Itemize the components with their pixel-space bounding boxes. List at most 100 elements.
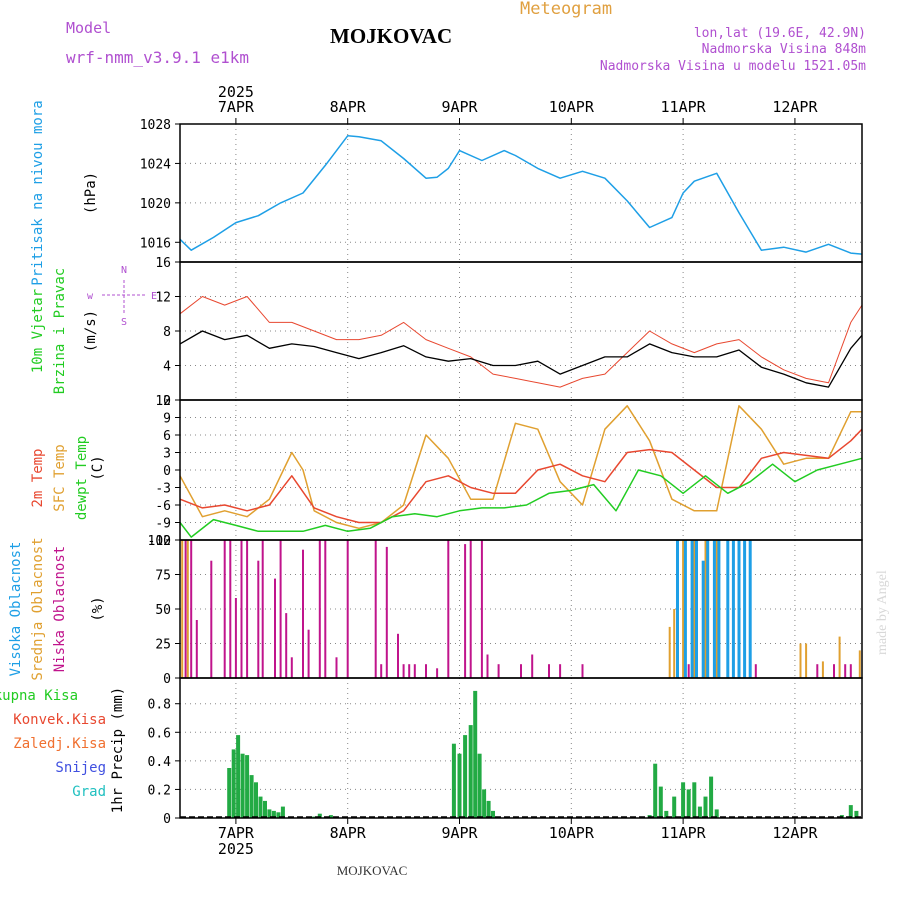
day-label-top: 12APR	[772, 98, 818, 116]
high-cloud-bar	[743, 540, 746, 678]
low-cloud-bar	[190, 540, 192, 678]
low-cloud-bar	[257, 561, 259, 678]
wind-speed-line	[180, 331, 862, 387]
low-cloud-bar	[274, 579, 276, 678]
y-tick-label: 0.4	[148, 755, 172, 770]
year-label-top: 2025	[218, 83, 254, 101]
year-label-bottom: 2025	[218, 840, 254, 858]
precip-bar	[849, 805, 853, 818]
lonlat-label: lon,lat (19.6E, 42.9N)	[694, 26, 866, 41]
y-tick-label: 8	[163, 325, 171, 340]
y-tick-label: 4	[163, 360, 171, 375]
y-tick-label: 12	[155, 291, 171, 306]
low-cloud-bar	[408, 664, 410, 678]
watermark: made by Angel	[875, 570, 890, 655]
y-tick-label: 6	[163, 429, 171, 444]
high-cloud-bar	[732, 540, 735, 678]
mid-cloud-bar	[805, 644, 807, 679]
y-tick-label: 25	[155, 638, 171, 653]
precip-bar	[681, 782, 685, 818]
precip-legend-freezing: Zaledj.Kisa	[13, 736, 106, 752]
precip-bar	[482, 789, 486, 818]
mid-cloud-bar	[800, 644, 802, 679]
pressure-axis-title: Pritisak na nivou mora	[30, 100, 46, 285]
elevation-label: Nadmorska Visina 848m	[702, 42, 867, 57]
y-tick-label: -9	[155, 517, 171, 532]
elevation-model-label: Nadmorska Visina u modelu 1521.05m	[600, 59, 866, 74]
mid-cloud-bar	[822, 661, 824, 678]
day-label-top: 11APR	[661, 98, 707, 116]
precip-bar	[458, 754, 462, 818]
low-cloud-bar	[844, 664, 846, 678]
precip-bar	[452, 744, 456, 818]
mid-cloud-bar	[181, 540, 183, 678]
precip-bar	[227, 768, 231, 818]
low-cloud-bar	[559, 664, 561, 678]
low-cloud-bar	[447, 540, 449, 678]
cloud-axis-title: Visoka Oblacnost	[8, 542, 24, 677]
meteogram-title: Meteogram	[520, 0, 612, 19]
precip-panel-frame	[180, 678, 862, 818]
low-cloud-bar	[336, 657, 338, 678]
day-label-bottom: 12APR	[772, 824, 818, 842]
model-name: wrf-nmm_v3.9.1 e1km	[66, 48, 249, 67]
precip-bar	[704, 797, 708, 818]
high-cloud-bar	[676, 540, 679, 678]
low-cloud-bar	[414, 664, 416, 678]
high-cloud-bar	[691, 540, 694, 678]
mid-cloud-bar	[673, 609, 675, 678]
low-cloud-bar	[850, 664, 852, 678]
low-cloud-bar	[481, 540, 483, 678]
temp-axis-unit: (C)	[90, 455, 106, 480]
low-cloud-bar	[520, 664, 522, 678]
compass-south: S	[121, 317, 127, 328]
y-tick-label: -6	[155, 499, 171, 514]
low-cloud-bar	[403, 664, 405, 678]
high-cloud-bar	[713, 540, 716, 678]
low-cloud-bar	[324, 540, 326, 678]
high-cloud-bar	[726, 540, 729, 678]
y-tick-label: 1020	[140, 197, 171, 212]
cloud-axis-unit: (%)	[90, 596, 106, 621]
sfc-temp-line	[180, 406, 862, 529]
day-label-bottom: 11APR	[661, 824, 707, 842]
low-cloud-bar	[582, 664, 584, 678]
y-tick-label: 0	[163, 812, 171, 827]
day-label-bottom: 8APR	[330, 824, 367, 842]
high-cloud-bar	[684, 540, 687, 678]
low-cloud-bar	[224, 540, 226, 678]
low-cloud-bar	[470, 540, 472, 678]
meteogram: Model wrf-nmm_v3.9.1 e1km MOJKOVAC Meteo…	[0, 0, 900, 900]
precip-bar	[254, 782, 258, 818]
y-tick-label: 100	[148, 534, 171, 549]
cloud-axis-subtitle: Srednja Oblacnost	[30, 537, 46, 680]
temp-axis-subtitle: SFC Temp	[52, 444, 68, 511]
y-tick-label: 9	[163, 412, 171, 427]
y-tick-label: 0	[163, 464, 171, 479]
compass-west: w	[87, 291, 94, 302]
high-cloud-bar	[702, 561, 705, 678]
low-cloud-bar	[319, 540, 321, 678]
precip-bar	[473, 691, 477, 818]
y-tick-label: 3	[163, 447, 171, 462]
precip-bar	[478, 754, 482, 818]
low-cloud-bar	[347, 540, 349, 678]
high-cloud-bar	[717, 540, 720, 678]
low-cloud-bar	[425, 664, 427, 678]
mid-cloud-bar	[859, 650, 861, 678]
y-tick-label: 0	[163, 672, 171, 687]
low-cloud-bar	[375, 540, 377, 678]
precip-bar	[245, 755, 249, 818]
day-label-top: 8APR	[330, 98, 367, 116]
y-tick-label: 50	[155, 603, 171, 618]
low-cloud-bar	[196, 620, 198, 678]
precip-bar	[236, 735, 240, 818]
low-cloud-bar	[464, 544, 466, 678]
wind-axis-title: 10m Vjetar	[30, 289, 46, 373]
day-label-bottom: 10APR	[549, 824, 595, 842]
low-cloud-bar	[235, 598, 237, 678]
wind-axis-subtitle: Brzina i Pravac	[52, 268, 68, 394]
low-cloud-bar	[229, 540, 231, 678]
precip-bar	[259, 797, 263, 818]
low-cloud-bar	[386, 547, 388, 678]
